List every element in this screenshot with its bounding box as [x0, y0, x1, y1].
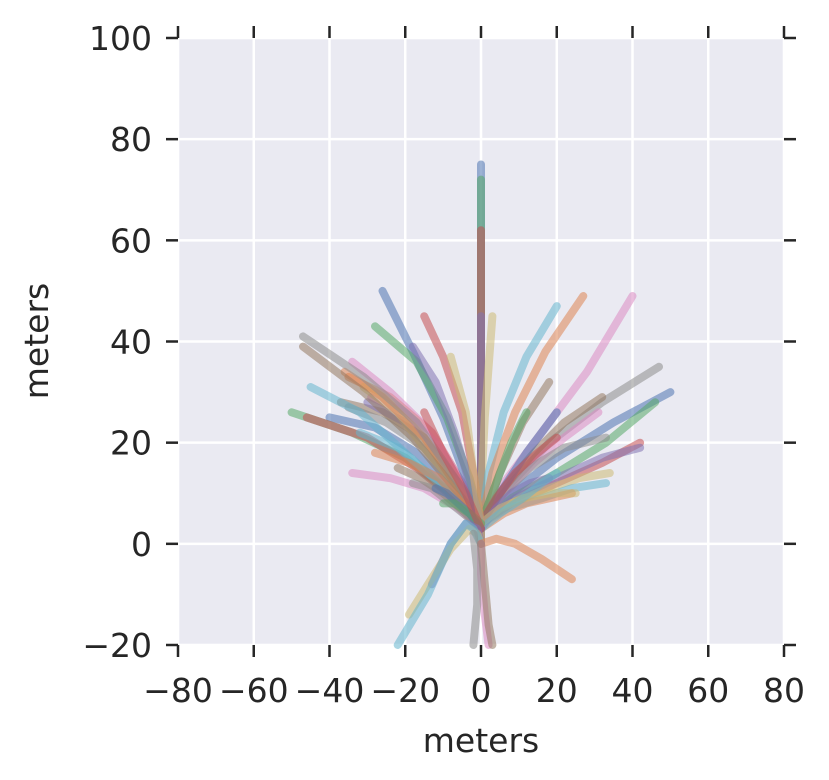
x-tick-label: 40: [612, 671, 654, 710]
x-tick-label: 20: [536, 671, 578, 710]
x-tick-label: −40: [295, 671, 365, 710]
x-tick-labels: −80 −60 −40 −20 0 20 40 60 80: [143, 671, 805, 710]
y-tick-label: 0: [131, 525, 152, 564]
x-tick-label: −20: [370, 671, 440, 710]
y-tick-label: −20: [82, 626, 152, 665]
trajectory-line: [477, 539, 497, 649]
x-tick-label: −60: [219, 671, 289, 710]
ticks: [166, 26, 796, 657]
y-tick-label: 20: [110, 424, 152, 463]
trajectory-line: [446, 352, 485, 528]
trajectory-line: [477, 292, 588, 528]
y-tick-label: 60: [110, 221, 152, 260]
x-tick-label: 80: [763, 671, 805, 710]
trajectory-line: [477, 534, 576, 584]
trajectories: [287, 160, 675, 649]
x-tick-label: 60: [687, 671, 729, 710]
x-axis-label: meters: [423, 721, 539, 760]
y-tick-label: 80: [110, 120, 152, 159]
trajectory-line: [477, 469, 561, 533]
trajectory-line: [477, 433, 561, 528]
x-tick-label: 0: [471, 671, 492, 710]
y-axis-label: meters: [17, 283, 56, 399]
y-tick-label: 100: [89, 19, 152, 58]
x-tick-label: −80: [143, 671, 213, 710]
trajectory-line: [469, 529, 482, 649]
y-tick-labels: −20 0 20 40 60 80 100: [82, 19, 152, 665]
y-tick-label: 40: [110, 323, 152, 362]
trajectory-line: [420, 408, 485, 533]
